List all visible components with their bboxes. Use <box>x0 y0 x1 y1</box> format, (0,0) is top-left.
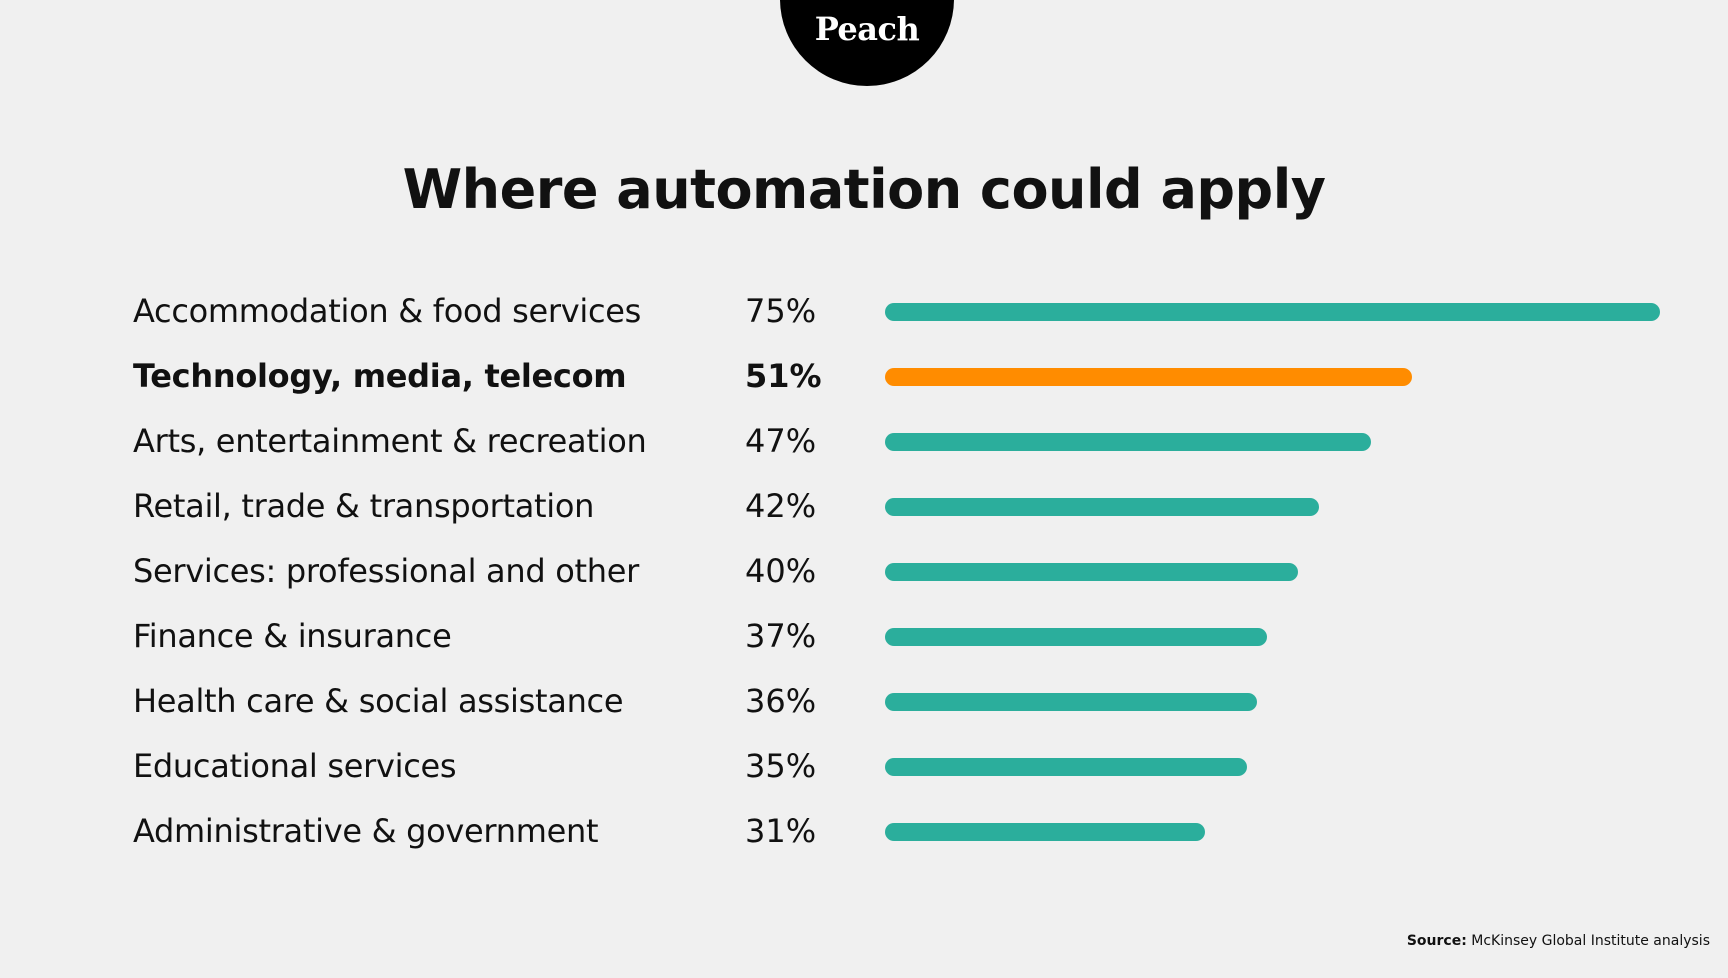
bar <box>885 433 1371 451</box>
bar-track <box>885 303 1660 321</box>
bar <box>885 563 1299 581</box>
bar-track <box>885 498 1660 516</box>
value-label: 31% <box>745 812 817 850</box>
bar <box>885 823 1206 841</box>
bar <box>885 303 1660 321</box>
chart-title: Where automation could apply <box>402 158 1326 221</box>
bar <box>885 498 1319 516</box>
logo-text: Peach <box>814 10 920 48</box>
chart-row: Services: professional and other 40% <box>0 540 1728 605</box>
source-note: Source: McKinsey Global Institute analys… <box>1407 933 1710 949</box>
category-label: Technology, media, telecom <box>133 357 627 395</box>
bar <box>885 758 1247 776</box>
category-label: Accommodation & food services <box>133 292 642 330</box>
bar <box>885 628 1268 646</box>
bar <box>885 693 1257 711</box>
category-label: Educational services <box>133 747 457 785</box>
value-label: 42% <box>745 487 817 525</box>
value-label: 40% <box>745 552 817 590</box>
value-label: 37% <box>745 617 817 655</box>
category-label: Retail, trade & transportation <box>133 487 595 525</box>
chart-row: Health care & social assistance 36% <box>0 670 1728 735</box>
chart-row: Administrative & government 31% <box>0 800 1728 865</box>
bar <box>885 368 1412 386</box>
category-label: Arts, entertainment & recreation <box>133 422 647 460</box>
source-text: McKinsey Global Institute analysis <box>1471 933 1710 949</box>
bar-track <box>885 628 1660 646</box>
bar-track <box>885 433 1660 451</box>
chart-row: Arts, entertainment & recreation 47% <box>0 410 1728 475</box>
chart-row: Accommodation & food services 75% <box>0 280 1728 345</box>
category-label: Finance & insurance <box>133 617 452 655</box>
category-label: Services: professional and other <box>133 552 639 590</box>
value-label: 47% <box>745 422 817 460</box>
chart-row: Educational services 35% <box>0 735 1728 800</box>
category-label: Health care & social assistance <box>133 682 624 720</box>
value-label: 75% <box>745 292 817 330</box>
bar-track <box>885 368 1660 386</box>
chart-row: Finance & insurance 37% <box>0 605 1728 670</box>
chart-row: Retail, trade & transportation 42% <box>0 475 1728 540</box>
source-label: Source: <box>1406 933 1467 949</box>
value-label: 51% <box>745 357 822 395</box>
bar-track <box>885 563 1660 581</box>
bar-track <box>885 758 1660 776</box>
bar-track <box>885 823 1660 841</box>
bar-track <box>885 693 1660 711</box>
value-label: 36% <box>745 682 817 720</box>
chart-row: Technology, media, telecom 51% <box>0 345 1728 410</box>
value-label: 35% <box>745 747 817 785</box>
category-label: Administrative & government <box>133 812 599 850</box>
